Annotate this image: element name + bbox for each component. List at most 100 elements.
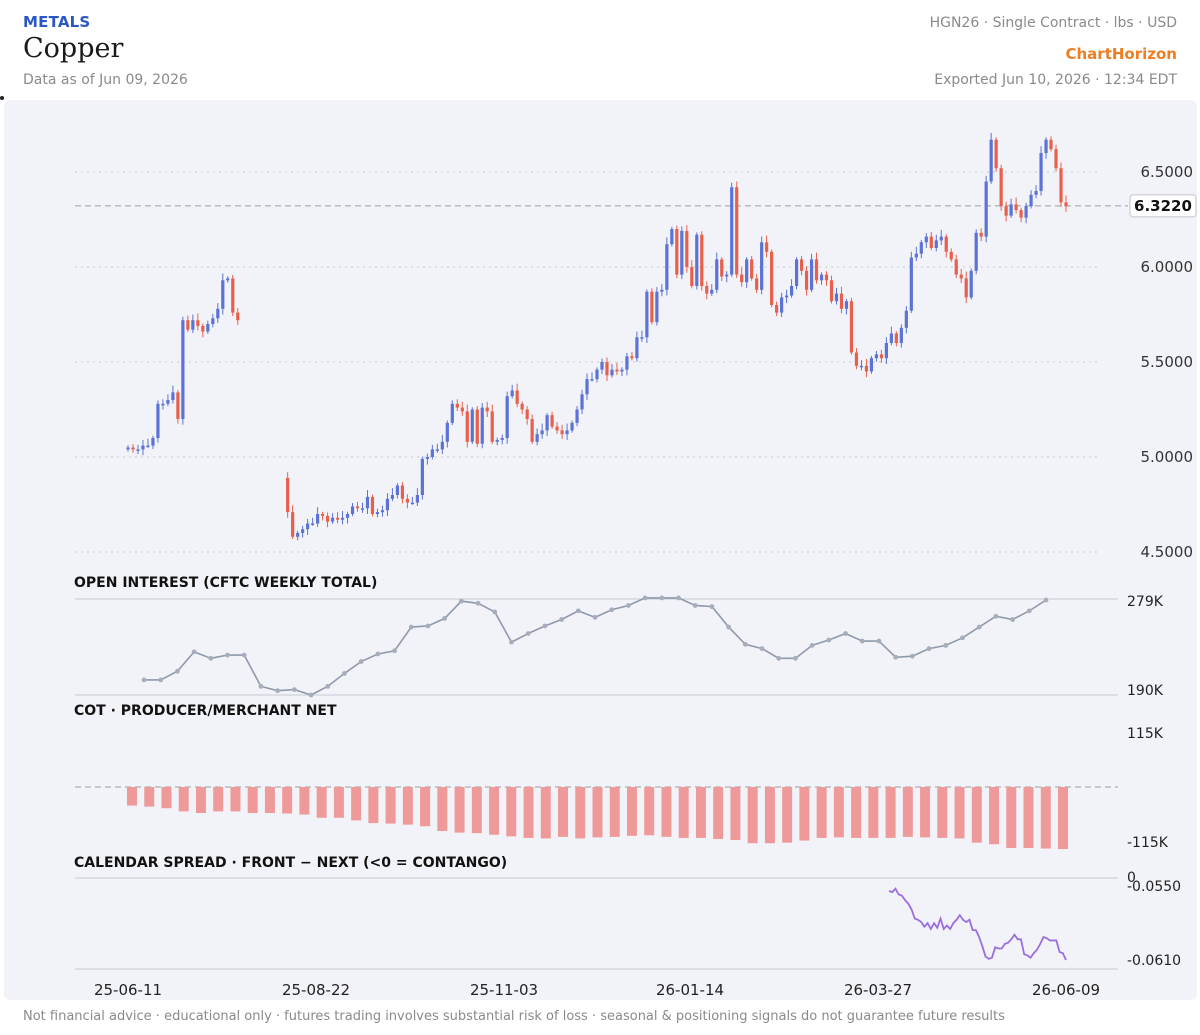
candle xyxy=(605,357,609,381)
cot-axis-tick: 115K xyxy=(1127,726,1164,742)
oi-point xyxy=(793,655,798,661)
candle xyxy=(196,313,200,331)
candle xyxy=(186,315,190,332)
candle-body xyxy=(909,257,913,311)
candle-body xyxy=(730,187,734,275)
cot-bar xyxy=(644,787,655,836)
candle-body xyxy=(590,379,594,381)
candle-body xyxy=(146,445,150,448)
candle-body xyxy=(410,502,414,505)
candle-body xyxy=(949,251,953,260)
candle xyxy=(919,240,923,259)
candle-body xyxy=(450,403,454,423)
candle-body xyxy=(874,354,879,359)
candle xyxy=(939,229,943,245)
candle xyxy=(470,407,474,445)
cot-bar xyxy=(195,787,206,813)
candle-body xyxy=(640,337,644,339)
candle xyxy=(226,276,230,283)
candle-body xyxy=(695,234,699,286)
cot-bar xyxy=(558,787,569,837)
candle-body xyxy=(1039,153,1043,191)
oi-point xyxy=(876,638,882,644)
candle xyxy=(829,275,834,304)
cot-bar xyxy=(523,787,534,838)
candle-body xyxy=(899,327,903,343)
oi-point xyxy=(325,683,331,689)
candle xyxy=(405,494,410,509)
candle-body xyxy=(231,278,235,313)
candle xyxy=(291,505,295,540)
candle xyxy=(1059,162,1063,207)
candle xyxy=(650,288,654,325)
candle-body xyxy=(645,291,649,338)
candle-body xyxy=(770,251,774,305)
candle-body xyxy=(954,259,958,275)
oi-point xyxy=(425,623,431,629)
candle-body xyxy=(520,403,524,410)
candle xyxy=(580,389,584,415)
candle xyxy=(350,502,355,517)
candle xyxy=(221,273,225,315)
candle xyxy=(999,164,1003,211)
candle-body xyxy=(605,362,609,376)
cot-bar xyxy=(816,787,827,838)
oi-point xyxy=(1026,608,1032,614)
candle-body xyxy=(370,496,375,514)
candle xyxy=(700,231,704,291)
candle-body xyxy=(690,267,694,286)
candle xyxy=(720,257,724,282)
candle xyxy=(1039,146,1043,196)
candle xyxy=(540,423,544,439)
candle xyxy=(780,292,784,318)
oi-point xyxy=(241,652,247,658)
candle xyxy=(864,358,869,378)
cot-bar xyxy=(1006,787,1017,848)
candle xyxy=(375,508,380,518)
candle-body xyxy=(340,517,345,520)
candle-body xyxy=(291,512,295,537)
candle-body xyxy=(545,415,549,431)
candle xyxy=(984,175,988,243)
candle xyxy=(660,284,664,297)
candle xyxy=(360,502,365,513)
candle-body xyxy=(156,403,160,438)
oi-point xyxy=(926,646,932,652)
candle-body xyxy=(889,333,893,343)
candle xyxy=(365,490,370,514)
candle-body xyxy=(789,286,794,296)
candle-body xyxy=(610,369,614,376)
cot-bar xyxy=(937,787,948,838)
candle xyxy=(745,257,749,288)
candle-body xyxy=(710,289,714,294)
candle xyxy=(585,373,589,400)
candle-body xyxy=(575,409,579,423)
cot-bar xyxy=(368,787,379,824)
candle xyxy=(395,483,400,499)
candle xyxy=(286,472,290,518)
oi-point xyxy=(893,654,899,660)
candle xyxy=(136,444,140,454)
cot-bar xyxy=(299,787,310,815)
candle-body xyxy=(715,259,719,290)
candle xyxy=(680,226,684,280)
oi-point xyxy=(175,668,180,674)
candle-body xyxy=(226,278,230,281)
price-axis-tick: 6.0000 xyxy=(1141,258,1194,276)
candle-body xyxy=(625,356,629,370)
candle-body xyxy=(440,441,444,450)
price-candles xyxy=(126,132,1068,541)
candle-body xyxy=(1019,210,1023,218)
candle-body xyxy=(141,445,145,450)
candle xyxy=(909,251,913,313)
brand-logo[interactable]: ChartHorizon xyxy=(1065,45,1178,63)
candle xyxy=(989,132,993,184)
candle-body xyxy=(809,259,814,290)
oi-point xyxy=(575,608,581,614)
candle-body xyxy=(480,407,484,444)
candle-body xyxy=(430,449,434,457)
oi-point xyxy=(809,642,815,648)
candle-body xyxy=(765,242,769,252)
candle xyxy=(655,287,659,326)
